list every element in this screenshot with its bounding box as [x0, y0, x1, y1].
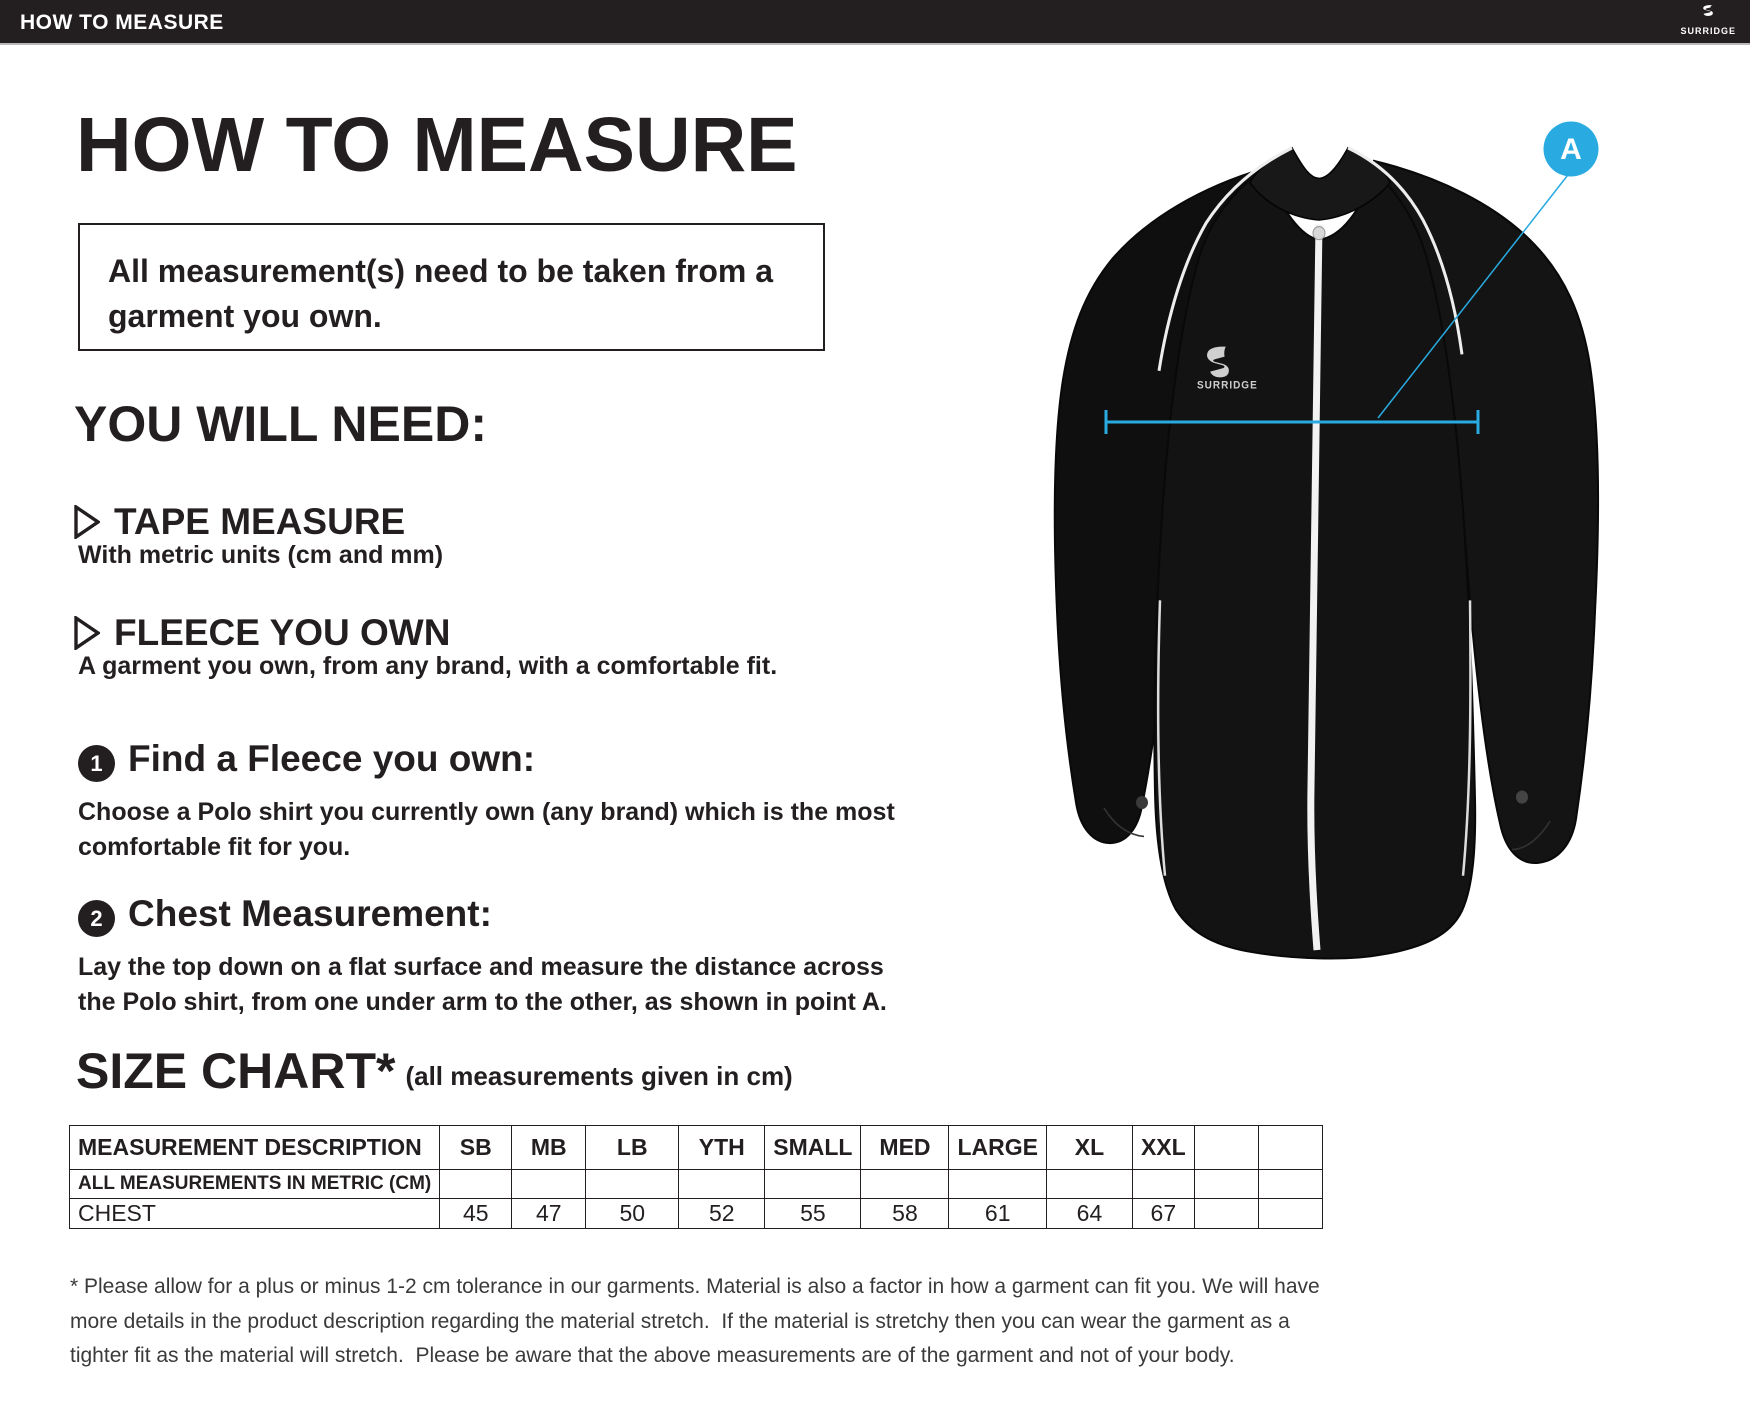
- svg-text:A: A: [1560, 133, 1582, 166]
- svg-text:SURRIDGE: SURRIDGE: [1197, 380, 1258, 391]
